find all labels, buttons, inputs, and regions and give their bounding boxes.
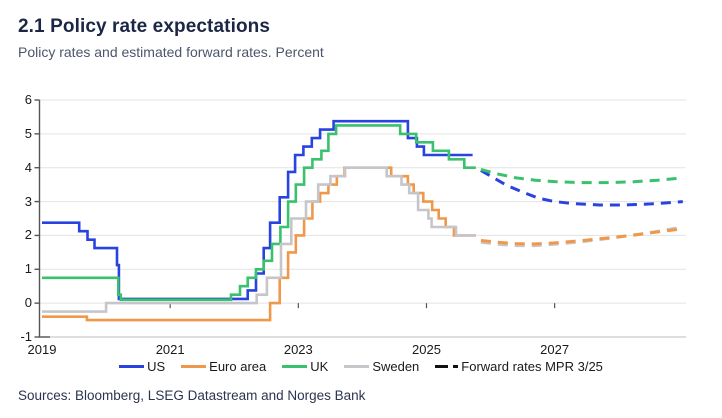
legend-label-sweden: Sweden [372,359,420,374]
chart-subtitle: Policy rates and estimated forward rates… [18,44,324,60]
y-tick-label--1: -1 [20,329,32,344]
x-tick-label-2027: 2027 [540,342,570,357]
series-uk-forward-rates-mpr-3-25 [480,167,683,185]
y-tick-label-5: 5 [24,125,32,141]
series-uk [42,124,476,302]
y-tick-label-1: 1 [24,261,32,277]
x-tick-label-2023: 2023 [283,342,313,357]
legend-swatch-line-icon [344,365,370,368]
legend-label-us: US [147,359,166,374]
x-tick-label-2025: 2025 [412,342,441,357]
legend-item-sweden: Sweden [344,359,419,374]
series-us [42,119,473,301]
chart-title: 2.1 Policy rate expectations [18,16,271,37]
legend-swatch-dashed-line-icon [435,365,459,368]
legend-item-forward-rates-mpr-3-25: Forward rates MPR 3/25 [435,359,603,374]
series-euro-area [42,166,476,322]
y-tick-label-2: 2 [24,227,32,243]
legend-swatch-line-icon [282,365,308,368]
chart-legend: US Euro area UK Sweden Forward rates MPR 3/2… [0,359,722,374]
series-sweden-forward-rates-mpr-3-25 [480,225,684,248]
legend-item-us: US [119,359,165,374]
legend-item-euro-area: Euro area [181,359,266,374]
legend-label-uk: UK [310,359,329,374]
series-us-forward-rates-mpr-3-25 [480,169,683,207]
y-tick-label-0: 0 [24,295,32,311]
x-tick-label-2021: 2021 [155,342,185,357]
series-sweden [42,166,476,313]
legend-swatch-line-icon [181,365,207,368]
series-euro-area-forward-rates-mpr-3-25 [480,227,683,246]
legend-item-uk: UK [282,359,328,374]
x-tick-label-2019: 2019 [27,342,57,357]
legend-swatch-line-icon [119,365,145,368]
y-tick-label-3: 3 [24,193,32,209]
y-tick-label-6: 6 [24,92,32,107]
legend-label-euro-area: Euro area [209,359,267,374]
source-note: Sources: Bloomberg, LSEG Datastream and … [18,388,366,403]
legend-label-forward-rates-mpr-3-25: Forward rates MPR 3/25 [461,359,603,374]
y-tick-label-4: 4 [24,159,32,175]
